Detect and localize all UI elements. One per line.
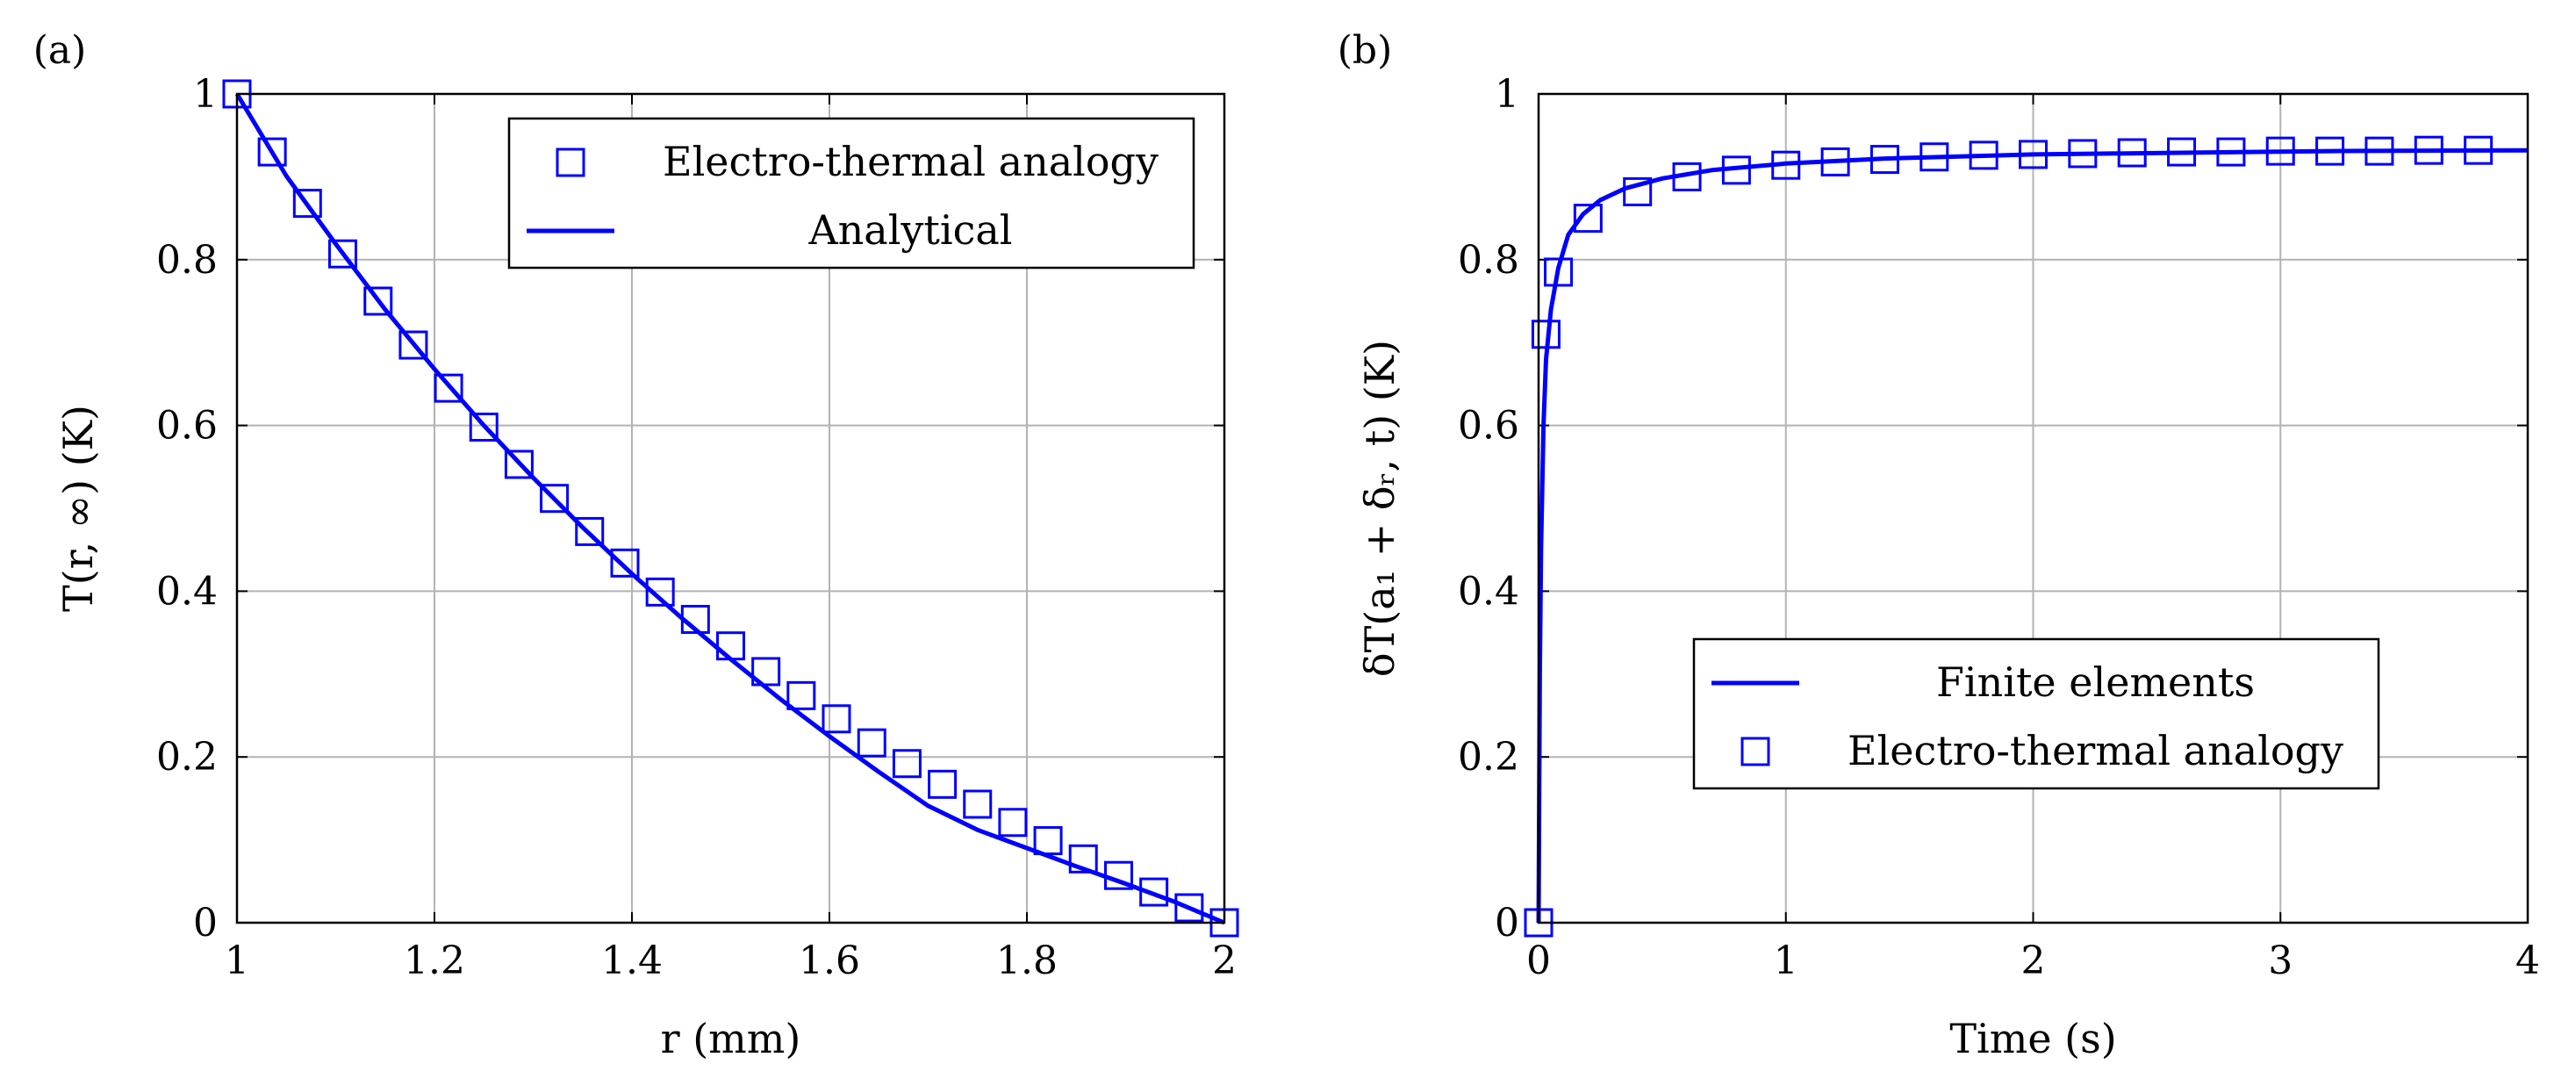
data-point bbox=[2315, 136, 2345, 166]
x-tick-label: 1 bbox=[1774, 939, 1798, 983]
data-point bbox=[575, 516, 605, 546]
data-point bbox=[363, 286, 393, 316]
data-point bbox=[1919, 142, 1949, 172]
y-tick-label: 0.6 bbox=[156, 404, 218, 449]
data-point bbox=[469, 412, 499, 442]
data-point bbox=[1174, 893, 1204, 923]
data-point bbox=[892, 749, 922, 779]
data-point bbox=[1068, 844, 1098, 874]
y-axis-label: δT(a₁ + δᵣ, t) (K) bbox=[1356, 340, 1403, 677]
legend-label: Finite elements bbox=[1936, 658, 2255, 706]
series-finite-elements bbox=[1536, 147, 2529, 924]
data-point bbox=[1869, 145, 1899, 175]
x-tick-label: 1.4 bbox=[601, 939, 663, 983]
legend-box bbox=[507, 117, 1195, 270]
data-point bbox=[257, 137, 287, 167]
y-tick-label: 0.4 bbox=[156, 569, 218, 614]
x-axis-label: Time (s) bbox=[1949, 1015, 2116, 1062]
data-point bbox=[2216, 137, 2246, 167]
data-point bbox=[1531, 320, 1561, 349]
chart-panel-a: 1 1.2 1.4 1.6 1.8 2 0 0.2 0.4 0.6 0.8 1 r (mm) T(r, ∞… bbox=[33, 28, 1239, 1062]
y-tick-label: 0.2 bbox=[156, 735, 218, 780]
y-axis-label: T(r, ∞) (K) bbox=[54, 405, 102, 612]
x-tick-label: 1 bbox=[225, 939, 249, 983]
data-point bbox=[786, 680, 816, 710]
plot-frame bbox=[1537, 92, 2529, 924]
series-electro-thermal-analogy bbox=[1524, 135, 2493, 938]
data-point bbox=[540, 484, 570, 514]
data-point bbox=[928, 769, 958, 799]
legend-label: Electro-thermal analogy bbox=[663, 138, 1159, 185]
y-tick-label: 0.6 bbox=[1458, 404, 1519, 449]
data-point bbox=[1623, 176, 1653, 206]
legend: Electro-thermal analogy Analytical bbox=[507, 117, 1195, 270]
data-point bbox=[2068, 139, 2098, 169]
x-tick-label: 3 bbox=[2268, 939, 2293, 983]
data-point bbox=[327, 239, 357, 269]
series-line bbox=[234, 92, 1225, 925]
y-tick-label: 0.8 bbox=[1458, 238, 1519, 283]
y-tick-label: 0.2 bbox=[1458, 735, 1519, 780]
data-point bbox=[1672, 162, 1702, 191]
data-point bbox=[2364, 136, 2394, 166]
panel-label: (a) bbox=[33, 28, 87, 73]
data-point bbox=[963, 789, 993, 819]
data-point bbox=[998, 808, 1028, 838]
data-point bbox=[2167, 137, 2197, 167]
legend: Finite elements Electro-thermal analogy bbox=[1692, 637, 2380, 790]
plot-frame bbox=[235, 92, 1226, 924]
y-tick-label: 0.4 bbox=[1458, 569, 1519, 614]
data-point bbox=[1139, 877, 1169, 907]
data-point bbox=[2464, 135, 2493, 165]
y-tick-label: 1 bbox=[1495, 72, 1519, 117]
y-tick-label: 0 bbox=[1495, 901, 1519, 946]
data-point bbox=[2117, 138, 2147, 168]
data-point bbox=[1573, 204, 1603, 234]
data-point bbox=[504, 450, 534, 479]
data-point bbox=[645, 577, 675, 607]
chart-panel-b: 0 1 2 3 4 0 0.2 0.4 0.6 0.8 1 Time (s) δT(a₁ + δᵣ, t… bbox=[1338, 28, 2540, 1062]
data-point bbox=[1721, 155, 1751, 185]
legend-box bbox=[1692, 637, 2380, 790]
data-point bbox=[2265, 136, 2295, 166]
legend-square-symbol bbox=[1740, 737, 1770, 766]
data-point bbox=[2019, 140, 2048, 169]
x-tick-label: 0 bbox=[1526, 939, 1551, 983]
data-point bbox=[1969, 140, 1998, 170]
x-tick-label: 1.8 bbox=[996, 939, 1058, 983]
data-point bbox=[292, 189, 322, 219]
legend-label: Analytical bbox=[807, 206, 1012, 254]
data-point bbox=[610, 548, 640, 578]
series-analytical bbox=[234, 92, 1225, 925]
x-tick-label: 4 bbox=[2515, 939, 2540, 983]
data-point bbox=[857, 728, 886, 758]
x-tick-label: 2 bbox=[2021, 939, 2046, 983]
data-point bbox=[716, 631, 745, 661]
legend-square-symbol bbox=[556, 147, 585, 177]
data-point bbox=[434, 373, 463, 403]
data-point bbox=[398, 330, 428, 360]
x-tick-label: 1.2 bbox=[404, 939, 465, 983]
data-point bbox=[1820, 147, 1850, 176]
legend-label: Electro-thermal analogy bbox=[1848, 727, 2343, 774]
x-axis-label: r (mm) bbox=[661, 1015, 801, 1062]
y-tick-label: 0 bbox=[193, 901, 218, 946]
x-tick-label: 1.6 bbox=[799, 939, 860, 983]
series-line bbox=[1536, 147, 2529, 924]
data-point bbox=[1544, 257, 1574, 287]
y-tick-label: 0.8 bbox=[156, 238, 218, 283]
panel-label: (b) bbox=[1338, 28, 1393, 73]
data-point bbox=[1033, 826, 1063, 856]
data-point bbox=[2414, 135, 2443, 165]
data-point bbox=[822, 704, 851, 734]
data-point bbox=[1771, 150, 1801, 180]
y-tick-label: 1 bbox=[193, 72, 218, 117]
x-tick-label: 2 bbox=[1212, 939, 1237, 983]
